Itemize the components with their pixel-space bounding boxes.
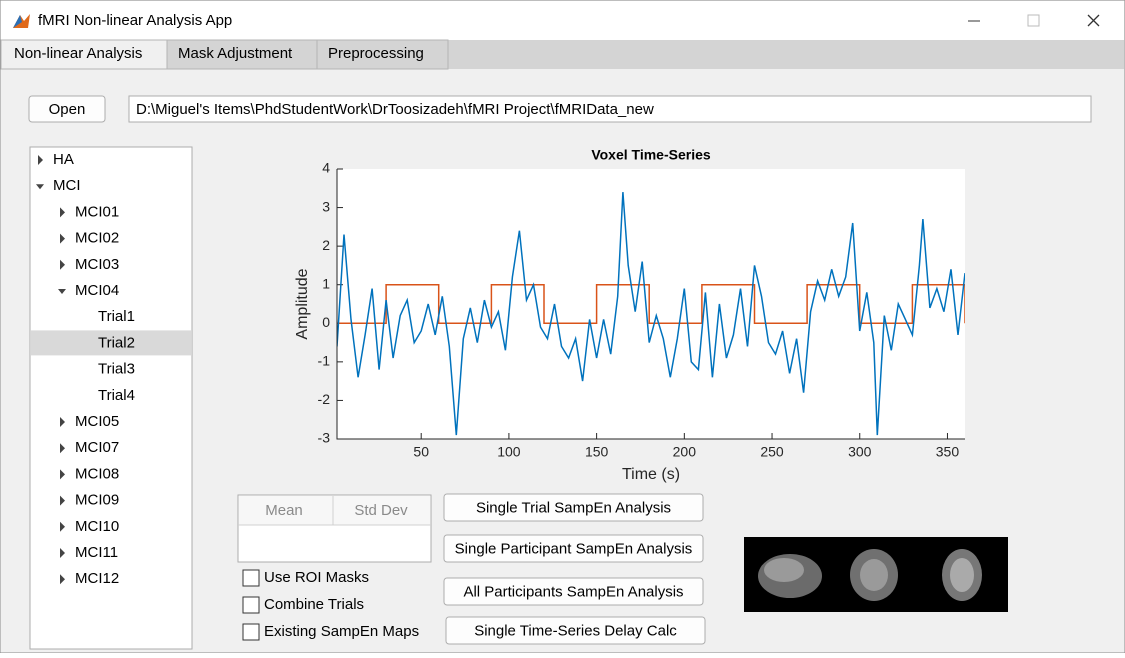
y-tick-label: 4 — [322, 160, 330, 176]
series-line — [337, 192, 965, 436]
maximize-button[interactable] — [1027, 14, 1040, 27]
y-tick-label: 2 — [322, 237, 330, 253]
expand-arrow[interactable] — [38, 155, 43, 165]
expand-arrow[interactable] — [60, 469, 65, 480]
collapse-arrow[interactable] — [36, 184, 44, 190]
tree-node[interactable]: Trial3 — [98, 361, 135, 378]
tree-node[interactable]: Trial2 — [98, 334, 135, 351]
x-tick-label: 350 — [936, 444, 960, 460]
checkbox-label: Existing SampEn Maps — [264, 623, 419, 640]
x-tick-label: 100 — [497, 444, 521, 460]
tree-node[interactable]: MCI02 — [75, 230, 119, 247]
expand-arrow[interactable] — [60, 521, 65, 532]
y-tick-label: -2 — [318, 391, 331, 407]
checkbox[interactable] — [242, 623, 260, 641]
expand-arrow[interactable] — [60, 417, 65, 427]
expand-arrow[interactable] — [60, 443, 65, 454]
y-tick-label: 1 — [322, 275, 330, 291]
tree-node[interactable]: MCI07 — [75, 439, 119, 456]
checkbox-label: Use ROI Masks — [264, 569, 369, 586]
tree-node[interactable]: MCI10 — [75, 518, 119, 535]
title-bar — [1, 1, 1124, 40]
x-tick-label: 200 — [673, 444, 697, 460]
tab-label: Non-linear Analysis — [14, 45, 142, 62]
tree-node[interactable]: Trial1 — [98, 308, 135, 325]
plot-area — [337, 169, 965, 439]
tab[interactable] — [316, 39, 449, 70]
y-axis-label: Amplitude — [294, 268, 311, 339]
tree-node[interactable]: HA — [53, 151, 74, 168]
tree-node[interactable]: MCI04 — [75, 282, 119, 299]
expand-arrow[interactable] — [60, 207, 65, 218]
action-button-label: Single Participant SampEn Analysis — [455, 540, 693, 557]
expand-arrow[interactable] — [60, 548, 65, 558]
expand-arrow[interactable] — [60, 259, 65, 270]
y-tick-label: 0 — [322, 314, 330, 330]
tree-node[interactable]: MCI08 — [75, 465, 119, 482]
checkbox[interactable] — [242, 596, 260, 614]
y-tick-label: -1 — [318, 353, 331, 369]
tree-node[interactable]: MCI09 — [75, 492, 119, 509]
action-button[interactable] — [443, 534, 704, 563]
action-button[interactable] — [443, 493, 704, 522]
x-tick-label: 250 — [760, 444, 784, 460]
window-title: fMRI Non-linear Analysis App — [38, 12, 232, 29]
path-field[interactable] — [128, 95, 1092, 123]
tree-node[interactable]: Trial4 — [98, 387, 135, 404]
tree-node[interactable]: MCI — [53, 177, 81, 194]
checkbox[interactable] — [242, 569, 260, 587]
tree-node[interactable]: MCI03 — [75, 256, 119, 273]
close-button[interactable] — [1087, 14, 1100, 27]
y-tick-label: 3 — [322, 198, 330, 214]
x-axis-label: Time (s) — [622, 466, 680, 483]
expand-arrow[interactable] — [60, 233, 65, 244]
table-column-header: Std Dev — [354, 502, 408, 519]
tree-node[interactable]: MCI12 — [75, 570, 119, 587]
collapse-arrow[interactable] — [58, 289, 66, 294]
checkbox-label: Combine Trials — [264, 596, 364, 613]
action-button[interactable] — [445, 616, 706, 645]
open-button[interactable] — [28, 95, 106, 123]
tree-node[interactable]: MCI11 — [75, 544, 118, 561]
action-button-label: All Participants SampEn Analysis — [463, 583, 683, 600]
tree-selection — [31, 330, 191, 356]
expand-arrow[interactable] — [60, 495, 65, 506]
open-button-label: Open — [49, 101, 86, 118]
table-column-header: Mean — [265, 502, 303, 519]
tab[interactable] — [0, 39, 168, 70]
expand-arrow[interactable] — [60, 574, 65, 585]
action-button-label: Single Trial SampEn Analysis — [476, 499, 671, 516]
app-icon — [12, 12, 30, 30]
tab-label: Preprocessing — [328, 45, 424, 62]
table-header — [239, 496, 430, 525]
tab-label: Mask Adjustment — [178, 45, 293, 62]
action-button[interactable] — [443, 577, 704, 606]
brain-preview — [744, 537, 1008, 612]
action-button-label: Single Time-Series Delay Calc — [474, 622, 677, 639]
tree-panel — [29, 146, 193, 650]
y-tick-label: -3 — [318, 430, 331, 446]
axis-lines — [336, 169, 965, 440]
chart-title: Voxel Time-Series — [591, 147, 711, 163]
x-tick-label: 50 — [413, 444, 429, 460]
tree-node[interactable]: MCI01 — [75, 203, 119, 220]
path-text: D:\Miguel's Items\PhdStudentWork\DrToosi… — [136, 101, 654, 118]
tree-node[interactable]: MCI05 — [75, 413, 119, 430]
x-tick-label: 150 — [585, 444, 609, 460]
x-tick-label: 300 — [848, 444, 872, 460]
